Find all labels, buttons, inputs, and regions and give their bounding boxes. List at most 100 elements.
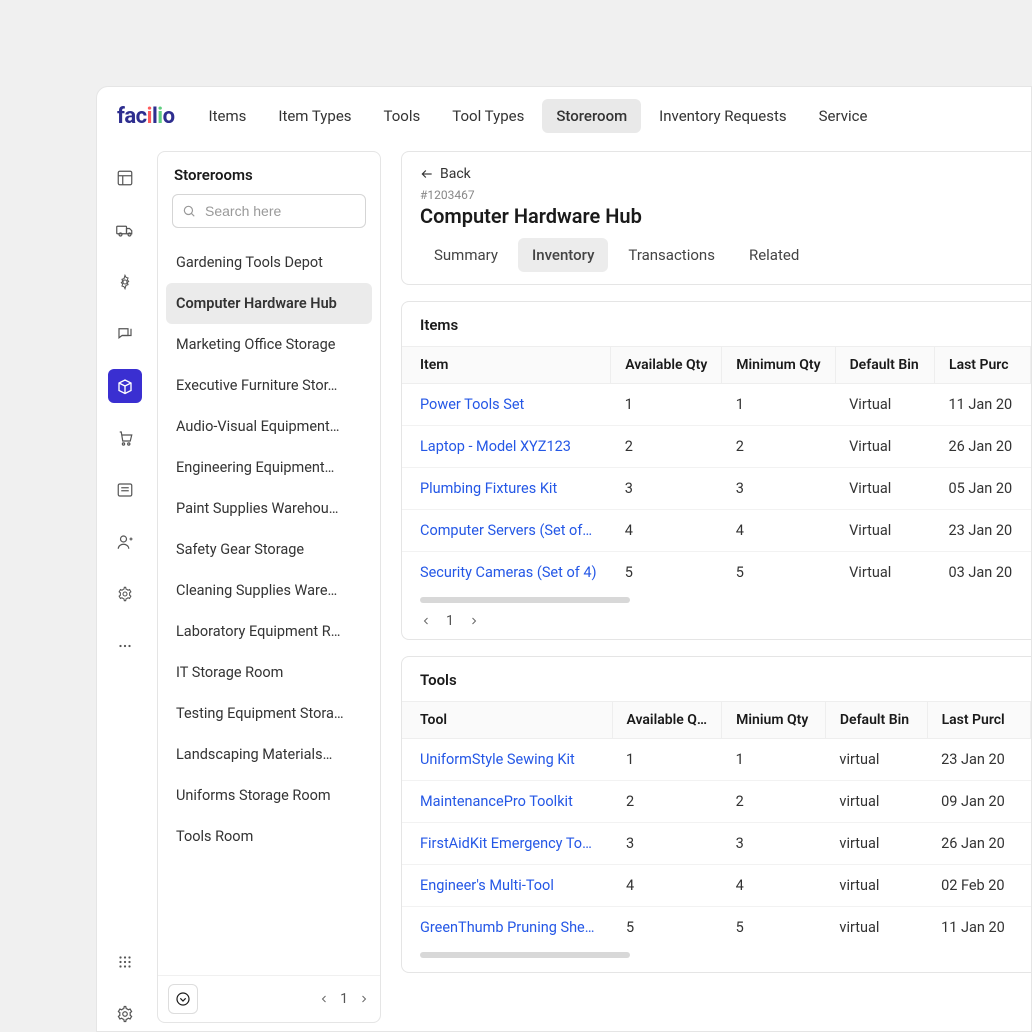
storeroom-list: Gardening Tools DepotComputer Hardware H… bbox=[158, 238, 380, 975]
storeroom-item[interactable]: Gardening Tools Depot bbox=[166, 242, 372, 283]
record-title: Computer Hardware Hub bbox=[420, 204, 1013, 228]
search-input[interactable] bbox=[172, 194, 366, 228]
storeroom-item[interactable]: Marketing Office Storage bbox=[166, 324, 372, 365]
detail-header: Back #1203467 Computer Hardware Hub Summ… bbox=[401, 151, 1031, 285]
cell: 1 bbox=[722, 384, 835, 426]
nav-tab-items[interactable]: Items bbox=[195, 99, 261, 133]
side-next-icon[interactable] bbox=[358, 993, 370, 1005]
items-scrollbar[interactable] bbox=[420, 597, 630, 603]
column-header[interactable]: Default Bin bbox=[835, 347, 934, 384]
item-link[interactable]: Power Tools Set bbox=[402, 384, 611, 426]
column-header[interactable]: Available Q… bbox=[612, 702, 722, 739]
tools-section-title: Tools bbox=[402, 671, 1031, 701]
rail-icon-user[interactable] bbox=[108, 525, 142, 559]
rail-icon-cart[interactable] bbox=[108, 421, 142, 455]
item-link[interactable]: Laptop - Model XYZ123 bbox=[402, 426, 611, 468]
items-page-number: 1 bbox=[446, 613, 454, 629]
cell: virtual bbox=[825, 823, 927, 865]
nav-tab-inventory-requests[interactable]: Inventory Requests bbox=[645, 99, 800, 133]
cell: Virtual bbox=[835, 426, 934, 468]
rail-icon-more[interactable] bbox=[108, 629, 142, 663]
nav-tab-service[interactable]: Service bbox=[805, 99, 882, 133]
item-link[interactable]: MaintenancePro Toolkit bbox=[402, 781, 612, 823]
column-header[interactable]: Tool bbox=[402, 702, 612, 739]
record-id: #1203467 bbox=[420, 188, 1013, 202]
column-header[interactable]: Last Purcl bbox=[927, 702, 1030, 739]
table-row: Computer Servers (Set of…44Virtual23 Jan… bbox=[402, 510, 1031, 552]
item-link[interactable]: Plumbing Fixtures Kit bbox=[402, 468, 611, 510]
rail-icon-chat[interactable] bbox=[108, 317, 142, 351]
cell: virtual bbox=[825, 781, 927, 823]
item-link[interactable]: UniformStyle Sewing Kit bbox=[402, 739, 612, 781]
storeroom-item[interactable]: Computer Hardware Hub bbox=[166, 283, 372, 324]
storeroom-item[interactable]: Tools Room bbox=[166, 816, 372, 857]
detail-tab-transactions[interactable]: Transactions bbox=[614, 238, 729, 272]
cell: 1 bbox=[722, 739, 826, 781]
detail-tab-summary[interactable]: Summary bbox=[420, 238, 512, 272]
side-panel-title: Storerooms bbox=[158, 152, 380, 194]
item-link[interactable]: Engineer's Multi-Tool bbox=[402, 865, 612, 907]
nav-tab-storeroom[interactable]: Storeroom bbox=[542, 99, 641, 133]
storeroom-item[interactable]: Safety Gear Storage bbox=[166, 529, 372, 570]
rail-icon-settings[interactable] bbox=[108, 997, 142, 1031]
item-link[interactable]: Computer Servers (Set of… bbox=[402, 510, 611, 552]
topbar: facilio ItemsItem TypesToolsTool TypesSt… bbox=[97, 87, 1031, 145]
rail-icon-gear[interactable] bbox=[108, 577, 142, 611]
storeroom-item[interactable]: Testing Equipment Stora… bbox=[166, 693, 372, 734]
storeroom-item[interactable]: Laboratory Equipment R… bbox=[166, 611, 372, 652]
cell: 5 bbox=[611, 552, 722, 594]
filter-icon[interactable] bbox=[168, 984, 198, 1014]
storeroom-item[interactable]: Engineering Equipment… bbox=[166, 447, 372, 488]
storeroom-item[interactable]: Landscaping Materials… bbox=[166, 734, 372, 775]
tools-scrollbar[interactable] bbox=[420, 952, 630, 958]
content: Back #1203467 Computer Hardware Hub Summ… bbox=[385, 145, 1031, 1031]
rail-icon-settings-small[interactable] bbox=[108, 265, 142, 299]
item-link[interactable]: GreenThumb Pruning Shears bbox=[402, 907, 612, 949]
items-pager: 1 bbox=[402, 607, 1031, 629]
items-prev-icon[interactable] bbox=[420, 615, 432, 627]
cell: Virtual bbox=[835, 510, 934, 552]
nav-tab-item-types[interactable]: Item Types bbox=[264, 99, 365, 133]
storeroom-item[interactable]: IT Storage Room bbox=[166, 652, 372, 693]
table-row: Laptop - Model XYZ12322Virtual26 Jan 20 bbox=[402, 426, 1031, 468]
side-panel: Storerooms Gardening Tools DepotComputer… bbox=[157, 151, 381, 1023]
column-header[interactable]: Available Qty bbox=[611, 347, 722, 384]
nav-tab-tool-types[interactable]: Tool Types bbox=[438, 99, 538, 133]
cell: Virtual bbox=[835, 384, 934, 426]
items-section-title: Items bbox=[402, 316, 1031, 346]
storeroom-item[interactable]: Paint Supplies Warehou… bbox=[166, 488, 372, 529]
logo: facilio bbox=[117, 104, 175, 129]
storeroom-item[interactable]: Audio-Visual Equipment… bbox=[166, 406, 372, 447]
items-section: Items ItemAvailable QtyMinimum QtyDefaul… bbox=[401, 301, 1031, 640]
items-next-icon[interactable] bbox=[468, 615, 480, 627]
main-area: Storerooms Gardening Tools DepotComputer… bbox=[97, 145, 1031, 1031]
item-link[interactable]: Security Cameras (Set of 4) bbox=[402, 552, 611, 594]
rail-icon-apps[interactable] bbox=[108, 945, 142, 979]
storeroom-item[interactable]: Executive Furniture Stor… bbox=[166, 365, 372, 406]
nav-tab-tools[interactable]: Tools bbox=[370, 99, 435, 133]
rail-icon-delivery[interactable] bbox=[108, 213, 142, 247]
table-row: GreenThumb Pruning Shears55virtual11 Jan… bbox=[402, 907, 1031, 949]
column-header[interactable]: Item bbox=[402, 347, 611, 384]
detail-tab-related[interactable]: Related bbox=[735, 238, 813, 272]
item-link[interactable]: FirstAidKit Emergency Tools bbox=[402, 823, 612, 865]
rail-icon-list[interactable] bbox=[108, 473, 142, 507]
cell: 26 Jan 20 bbox=[935, 426, 1031, 468]
rail-icon-dashboard[interactable] bbox=[108, 161, 142, 195]
storeroom-item[interactable]: Uniforms Storage Room bbox=[166, 775, 372, 816]
column-header[interactable]: Last Purc bbox=[935, 347, 1031, 384]
storeroom-item[interactable]: Cleaning Supplies Ware… bbox=[166, 570, 372, 611]
tools-table: ToolAvailable Q…Minium QtyDefault BinLas… bbox=[402, 701, 1031, 948]
column-header[interactable]: Minium Qty bbox=[722, 702, 826, 739]
cell: 2 bbox=[612, 781, 722, 823]
back-link[interactable]: Back bbox=[420, 166, 471, 182]
column-header[interactable]: Minimum Qty bbox=[722, 347, 835, 384]
app-window: facilio ItemsItem TypesToolsTool TypesSt… bbox=[96, 86, 1032, 1032]
rail-icon-inventory[interactable] bbox=[108, 369, 142, 403]
table-row: FirstAidKit Emergency Tools33virtual26 J… bbox=[402, 823, 1031, 865]
detail-tab-inventory[interactable]: Inventory bbox=[518, 238, 608, 272]
side-prev-icon[interactable] bbox=[318, 993, 330, 1005]
column-header[interactable]: Default Bin bbox=[825, 702, 927, 739]
cell: 4 bbox=[722, 510, 835, 552]
cell: 3 bbox=[722, 823, 826, 865]
